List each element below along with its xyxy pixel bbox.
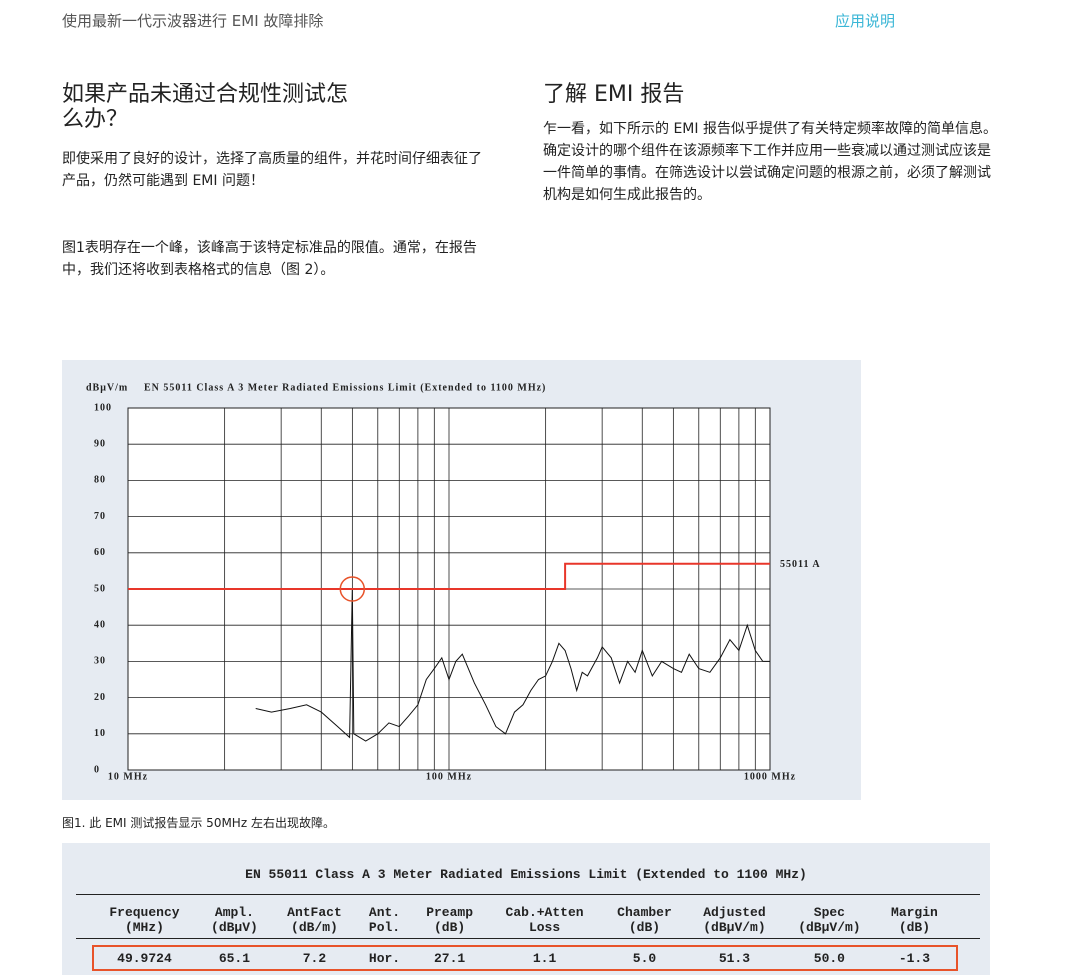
y-axis-label: dBμV/m	[86, 382, 128, 393]
paragraph: 图1表明存在一个峰，该峰高于该特定标准品的限值。通常，在报告中，我们还将收到表格…	[62, 240, 477, 278]
column-header: Ampl.	[214, 905, 254, 920]
series-line	[255, 588, 770, 742]
header-row: Frequency Ampl. AntFact Ant. Preamp Cab.+Atte…	[92, 905, 952, 920]
table-cell: 1.1	[532, 951, 557, 966]
column-header: Adjusted	[703, 905, 766, 920]
x-tick-label: 10 MHz	[108, 771, 148, 782]
table-cell: 50.0	[813, 951, 845, 966]
y-tick-label: 30	[94, 656, 106, 667]
column-header: (dBμV)	[211, 920, 258, 935]
header-link[interactable]: 应用说明	[835, 12, 896, 30]
table-cell: 65.1	[218, 951, 251, 966]
series-label: 55011 A	[780, 559, 821, 570]
table-cell: Hor.	[368, 951, 401, 966]
paragraph: 即使采用了良好的设计，选择了高质量的组件，并花时间仔细表征了产品，仍然可能遇到 …	[62, 151, 482, 189]
caption: 图1. 此 EMI 测试报告显示 50MHz 左右出现故障。	[62, 816, 335, 830]
y-tick-label: 100	[94, 402, 112, 413]
table-cell: 51.3	[718, 951, 751, 966]
y-tick-label: 10	[94, 728, 106, 739]
header-row: (MHz) (dBμV) (dB/m) Pol. (dB) Loss (dB) (dBμV/m…	[92, 920, 952, 935]
column-header: (dB)	[433, 920, 466, 935]
y-tick-label: 90	[94, 438, 106, 449]
column-header: Spec	[813, 905, 845, 920]
table-cell: -1.3	[898, 951, 931, 966]
column-header: (dB)	[898, 920, 931, 935]
column-header: Ant.	[368, 905, 401, 920]
column-header: Loss	[528, 920, 561, 935]
column-header: Cab.+Atten	[505, 905, 584, 920]
table-row: 49.9724 65.1 7.2 Hor. 27.1 1.1 5.0 51.3 50.0 -1.3	[92, 951, 952, 966]
header-title: 使用最新一代示波器进行 EMI 故障排除	[62, 12, 324, 30]
y-tick-label: 40	[94, 619, 106, 630]
table-cell: 7.2	[302, 951, 327, 966]
column-header: Frequency	[109, 905, 180, 920]
heading: 了解 EMI 报告	[543, 82, 685, 107]
heading: 如果产品未通过合规性测试怎么办？	[62, 82, 349, 132]
y-tick-label: 70	[94, 511, 106, 522]
x-tick-label: 1000 MHz	[744, 771, 796, 782]
table-cell: 49.9724	[117, 951, 172, 966]
y-tick-label: 50	[94, 583, 106, 594]
column-header: (dBμV/m)	[703, 920, 766, 935]
paragraph: 乍一看，如下所示的 EMI 报告似乎提供了有关特定频率故障的简单信息。确定设计的…	[543, 121, 997, 203]
rule	[76, 894, 980, 895]
rule	[76, 938, 980, 939]
column-header: (MHz)	[124, 920, 164, 935]
y-tick-label: 80	[94, 475, 106, 486]
column-header: (dBμV/m)	[798, 920, 861, 935]
table-cell: 27.1	[433, 951, 466, 966]
column-header: (dB)	[628, 920, 661, 935]
column-header: AntFact	[287, 905, 342, 920]
column-header: Pol.	[368, 920, 401, 935]
table-title: EN 55011 Class A 3 Meter Radiated Emissi…	[245, 867, 807, 882]
chart-title: EN 55011 Class A 3 Meter Radiated Emissi…	[144, 382, 546, 393]
table: Frequency Ampl. AntFact Ant. Preamp Cab.+Atte…	[92, 905, 952, 966]
column-header: Preamp	[426, 905, 473, 920]
x-tick-label: 100 MHz	[426, 771, 472, 782]
highlight-circle	[339, 576, 366, 602]
table-cell: 5.0	[632, 951, 657, 966]
highlight-box	[92, 945, 958, 971]
column-header: (dB/m)	[291, 920, 338, 935]
table-panel: EN 55011 Class A 3 Meter Radiated Emissi…	[62, 843, 990, 975]
column-header: Margin	[891, 905, 938, 920]
series-line	[128, 562, 770, 590]
emi-chart: dBμV/m EN 55011 Class A 3 Meter Radiated…	[62, 360, 861, 800]
column-header: Chamber	[617, 905, 672, 920]
y-tick-label: 20	[94, 692, 106, 703]
y-tick-label: 60	[94, 547, 106, 558]
y-tick-label: 0	[94, 764, 100, 775]
